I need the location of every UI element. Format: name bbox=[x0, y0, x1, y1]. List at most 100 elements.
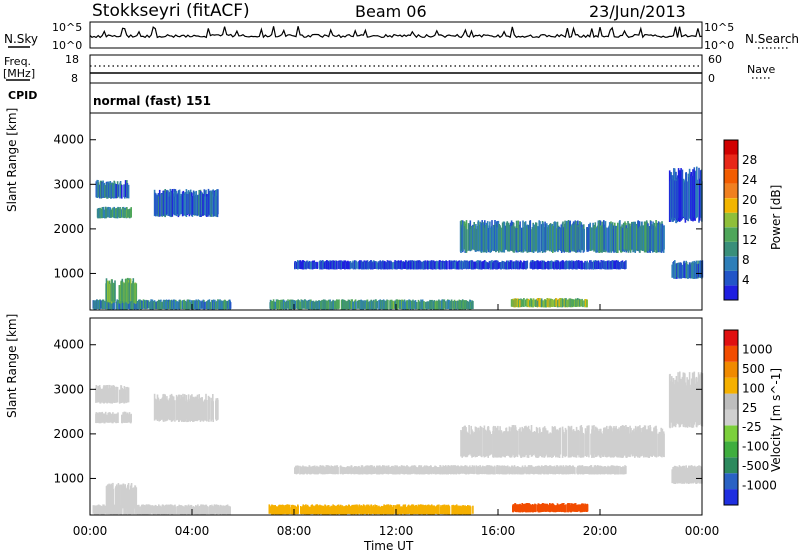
power-echo-cell bbox=[581, 227, 584, 251]
xlabel: Time UT bbox=[364, 539, 414, 553]
power-echo-cell bbox=[195, 299, 197, 310]
velocity-echo-cell bbox=[619, 465, 621, 475]
velocity-colorbar-swatch bbox=[724, 345, 738, 362]
power-echo-cell bbox=[448, 260, 451, 270]
power-echo-cell bbox=[385, 262, 387, 270]
power-echo-cell bbox=[155, 301, 157, 310]
power-echo-cell bbox=[671, 264, 673, 278]
velocity-echo-cell bbox=[316, 504, 319, 514]
power-echo-cell bbox=[120, 280, 123, 304]
power-echo-cell bbox=[311, 300, 313, 309]
power-echo-cell bbox=[442, 299, 445, 310]
power-echo-cell bbox=[146, 300, 149, 309]
power-echo-cell bbox=[127, 300, 129, 309]
power-echo-cell bbox=[104, 301, 107, 310]
velocity-echo-cell bbox=[535, 426, 538, 458]
velocity-echo-cell bbox=[206, 400, 208, 422]
power-echo-cell bbox=[696, 179, 699, 217]
velocity-colorbar-swatch bbox=[724, 409, 738, 426]
power-echo-cell bbox=[425, 261, 428, 269]
velocity-echo-cell bbox=[489, 465, 492, 474]
velocity-echo-cell bbox=[540, 504, 542, 513]
power-colorbar-tick: 24 bbox=[742, 173, 757, 187]
velocity-echo-cell bbox=[380, 466, 383, 474]
power-echo-cell bbox=[464, 300, 466, 310]
velocity-colorbar-swatch bbox=[724, 361, 738, 378]
velocity-echo-cell bbox=[615, 465, 618, 474]
power-echo-cell bbox=[297, 261, 299, 269]
power-echo-cell bbox=[699, 178, 701, 221]
velocity-echo-cell bbox=[122, 389, 124, 403]
power-echo-cell bbox=[107, 282, 109, 303]
velocity-echo-cell bbox=[339, 506, 341, 514]
velocity-echo-cell bbox=[509, 467, 511, 474]
power-echo-cell bbox=[504, 225, 507, 250]
power-echo-cell bbox=[690, 172, 693, 221]
power-echo-cell bbox=[532, 298, 535, 307]
velocity-echo-cell bbox=[386, 465, 388, 474]
velocity-echo-cell bbox=[422, 505, 425, 515]
power-echo-cell bbox=[418, 260, 421, 269]
velocity-echo-cell bbox=[659, 432, 661, 457]
velocity-echo-cell bbox=[528, 429, 531, 456]
power-echo-cell bbox=[624, 221, 626, 250]
velocity-echo-cell bbox=[607, 465, 609, 475]
velocity-echo-cell bbox=[197, 399, 200, 419]
velocity-echo-cell bbox=[204, 399, 206, 420]
power-echo-cell bbox=[568, 260, 571, 270]
velocity-echo-cell bbox=[521, 465, 524, 474]
velocity-echo-cell bbox=[550, 503, 553, 512]
power-echo-cell bbox=[359, 261, 361, 269]
velocity-echo-cell bbox=[583, 504, 585, 512]
velocity-echo-cell bbox=[517, 467, 520, 474]
power-echo-cell bbox=[403, 262, 405, 269]
velocity-echo-cell bbox=[551, 426, 554, 456]
power-echo-cell bbox=[104, 209, 106, 219]
power-echo-cell bbox=[180, 300, 182, 310]
velocity-echo-cell bbox=[565, 429, 568, 457]
velocity-echo-cell bbox=[336, 504, 339, 515]
velocity-echo-cell bbox=[545, 504, 547, 512]
velocity-echo-cell bbox=[559, 427, 562, 455]
power-echo-cell bbox=[435, 260, 438, 270]
power-echo-cell bbox=[605, 227, 608, 251]
power-echo-cell bbox=[410, 301, 412, 310]
velocity-echo-cell bbox=[130, 483, 133, 509]
power-echo-cell bbox=[582, 300, 584, 308]
power-echo-cell bbox=[682, 265, 684, 278]
velocity-echo-cell bbox=[425, 506, 427, 514]
power-echo-cell bbox=[608, 260, 610, 270]
velocity-echo-cell bbox=[583, 466, 585, 474]
cpid-label: CPID bbox=[8, 89, 38, 102]
velocity-colorbar-tick: 25 bbox=[742, 401, 757, 415]
power-echo-cell bbox=[103, 301, 106, 309]
velocity-echo-cell bbox=[578, 465, 580, 474]
power-ytick-label: 3000 bbox=[53, 177, 84, 191]
velocity-echo-cell bbox=[217, 505, 220, 514]
velocity-echo-cell bbox=[574, 503, 576, 512]
velocity-colorbar-tick: 1000 bbox=[742, 342, 773, 356]
velocity-echo-cell bbox=[160, 398, 162, 420]
power-colorbar-swatch bbox=[724, 256, 738, 271]
power-echo-cell bbox=[303, 262, 306, 269]
velocity-echo-cell bbox=[645, 433, 647, 456]
velocity-echo-cell bbox=[373, 465, 376, 474]
velocity-echo-cell bbox=[138, 506, 140, 514]
velocity-echo-cell bbox=[435, 466, 438, 475]
power-echo-cell bbox=[436, 261, 439, 269]
velocity-echo-cell bbox=[352, 467, 354, 474]
power-echo-cell bbox=[487, 262, 489, 270]
power-echo-cell bbox=[477, 260, 480, 270]
velocity-echo-cell bbox=[118, 505, 121, 515]
power-echo-cell bbox=[152, 300, 155, 310]
xtick-label: 16:00 bbox=[481, 524, 516, 538]
power-echo-cell bbox=[472, 262, 475, 270]
velocity-echo-cell bbox=[456, 506, 459, 515]
velocity-echo-cell bbox=[139, 506, 141, 515]
power-echo-cell bbox=[159, 193, 161, 217]
power-echo-cell bbox=[523, 298, 525, 307]
velocity-echo-cell bbox=[574, 467, 576, 475]
xtick-label: 00:00 bbox=[73, 524, 108, 538]
power-echo-cell bbox=[362, 300, 364, 310]
velocity-echo-cell bbox=[103, 506, 106, 514]
